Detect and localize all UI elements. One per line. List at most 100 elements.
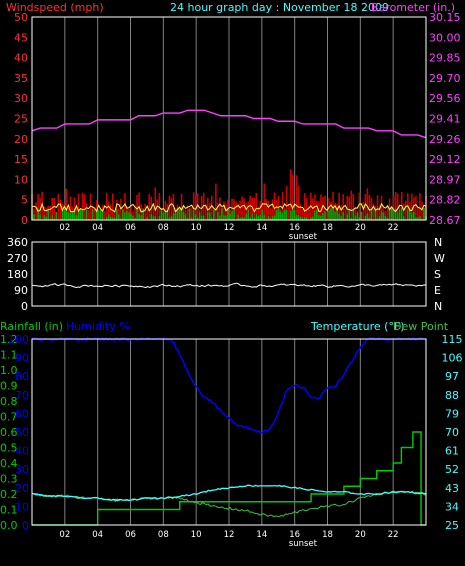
humidity-tick-label: 30 [15,463,29,476]
barometer-tick-label: 30.00 [429,31,461,44]
x-tick-label: 10 [191,223,202,233]
x-tick-label: 10 [191,530,202,540]
humidity-tick-label: 0 [22,519,29,532]
rain-y-ticks: 0.0 0.1 0.2 0.3 0.4 0.5 0.6 0.7 0.8 0.9 1.0 1.1 1.2 [0,333,18,532]
barometer-axis-label: Barometer (in.) [371,1,455,14]
temperature-tick-label: 115 [442,333,463,346]
sunset-label-2: sunset [289,539,318,549]
temperature-tick-label: 79 [445,407,459,420]
rain-tick-label: 0.3 [0,473,18,486]
rain-humidity-temp-chart: Rainfall (in) Humidity % Temperature (°F… [0,320,463,549]
temperature-tick-label: 70 [445,426,459,439]
humidity-label: Humidity % [66,320,130,333]
wind-tick-label: 15 [14,153,28,166]
wind-lines [31,109,427,213]
x-tick-label: 12 [224,223,235,233]
barometer-tick-label: 28.82 [429,194,461,207]
wind-y-ticks: 0 5 10 15 20 25 30 35 40 45 50 [14,11,28,227]
wind-tick-label: 35 [14,72,28,85]
x-tick-label: 06 [125,530,136,540]
direction-tick-label: 360 [7,236,28,249]
direction-grid [64,242,394,306]
wind-tick-label: 45 [14,31,28,44]
barometer-y-ticks: 28.67 28.82 28.97 29.12 29.26 29.41 29.56 29.70… [429,11,461,227]
temperature-label: Temperature (°F) [310,320,405,333]
temperature-tick-label: 43 [445,482,459,495]
wind-grid [64,17,394,220]
humidity-tick-label: 10 [15,500,29,513]
direction-tick-label: 270 [7,252,28,265]
x-tick-label: 20 [355,530,366,540]
temperature-tick-label: 88 [445,389,459,402]
rain-frame [31,338,427,526]
rain-humidity-temp-lines [31,336,427,526]
humidity-line [31,336,427,434]
temperature-tick-label: 61 [445,445,459,458]
wind-tick-label: 0 [21,214,28,227]
rain-tick-label: 0.2 [0,488,18,501]
x-tick-label: 04 [92,223,103,233]
rain-tick-label: 0.6 [0,426,18,439]
direction-tick-label: 180 [7,268,28,281]
barometer-line [31,109,427,139]
temperature-tick-label: 25 [445,519,459,532]
wind-tick-label: 20 [14,133,28,146]
temperature-y-ticks: 25 34 43 52 61 70 79 88 97 106 115 [442,333,463,532]
x-tick-label: 16 [289,223,300,233]
rain-tick-label: 0.7 [0,411,18,424]
humidity-tick-label: 70 [15,389,29,402]
barometer-tick-label: 29.56 [429,92,461,105]
wind-axis-label: Windspeed (mph) [6,1,104,14]
x-tick-label: 08 [158,223,169,233]
humidity-tick-label: 90 [15,352,29,365]
humidity-tick-label: 50 [15,426,29,439]
rain-tick-label: 0.1 [0,504,18,517]
humidity-y-ticks: 0 10 20 30 40 50 60 70 80 90 100 [8,333,29,532]
chart-title: 24 hour graph day : November 18 2009 [170,1,389,14]
rainfall-line [32,431,426,526]
barometer-tick-label: 29.26 [429,133,461,146]
x-tick-label: 02 [59,530,70,540]
rain-tick-label: 1.2 [0,333,18,346]
humidity-tick-label: 100 [8,333,29,346]
rain-tick-label: 1.0 [0,364,18,377]
direction-y-ticks: 0 90 180 270 360 [7,236,28,313]
barometer-tick-label: 29.41 [429,113,461,126]
x-tick-label: 14 [256,530,267,540]
wind-frame [31,16,427,221]
x-tick-label: 12 [224,530,235,540]
wind-baro-chart: Windspeed (mph) 24 hour graph day : Nove… [6,1,461,242]
wind-tick-label: 25 [14,113,28,126]
direction-tick-label: 90 [14,284,28,297]
direction-line [31,282,427,289]
temperature-tick-label: 97 [445,370,459,383]
barometer-tick-label: 28.67 [429,214,461,227]
barometer-tick-label: 29.70 [429,72,461,85]
humidity-tick-label: 80 [15,370,29,383]
barometer-tick-label: 30.15 [429,11,461,24]
humidity-tick-label: 40 [15,445,29,458]
wind-tick-label: 40 [14,52,28,65]
sunset-label-1: sunset [289,232,318,242]
x-tick-label: 22 [388,223,399,233]
compass-tick-label: W [434,252,445,265]
wind-tick-label: 5 [21,194,28,207]
wind-x-ticks: 02 04 06 08 10 12 14 16 18 20 22 [59,223,398,233]
compass-tick-label: N [434,300,442,313]
dew-point-label: Dew Point [393,320,449,333]
direction-tick-label: 0 [21,300,28,313]
x-tick-label: 22 [388,530,399,540]
x-tick-label: 18 [322,530,333,540]
humidity-tick-label: 60 [15,407,29,420]
compass-tick-label: S [434,268,441,281]
temperature-tick-label: 34 [445,500,459,513]
rain-tick-label: 0.9 [0,380,18,393]
compass-tick-label: N [434,236,442,249]
temperature-tick-label: 106 [442,352,463,365]
x-tick-label: 16 [289,530,300,540]
direction-trace [31,282,427,289]
rain-tick-label: 0.8 [0,395,18,408]
wind-average-line [31,202,427,213]
